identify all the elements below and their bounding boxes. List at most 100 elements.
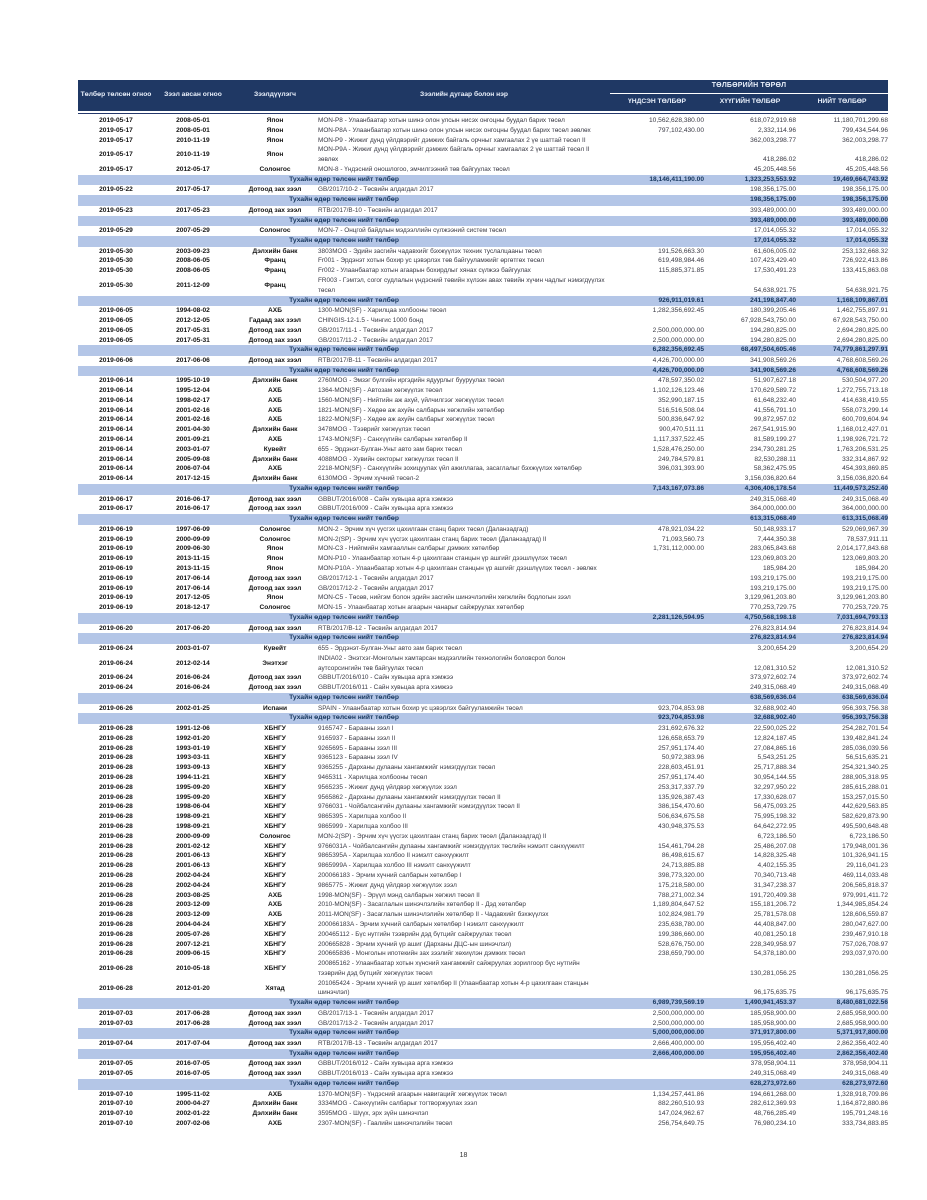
payment-date-cell: 2019-06-19 xyxy=(99,594,133,602)
lender-cell: Дотоод зах зээл xyxy=(248,336,302,344)
loan-name-cell: GB/2017/10-2 - Төсвийн алдагдал 2017 xyxy=(318,186,434,194)
payment-date-cell: 2019-07-03 xyxy=(99,1019,133,1027)
table-row: 2019-05-29 2007-05-29 Солонгос MON-7 - Онцг… xyxy=(78,226,888,236)
total-cell: 3,129,961,203.80 xyxy=(836,594,889,602)
loan-name-cell: 4088MOG - Хувийн секторыг хөгжүүлэх төсө… xyxy=(318,455,459,463)
summary-label: Тухайн өдөр төлсөн нийт төлбөр xyxy=(78,295,610,307)
payment-date-cell: 2019-06-28 xyxy=(99,940,133,948)
payment-date-cell: 2019-06-17 xyxy=(99,505,133,513)
lender-cell: АХБ xyxy=(268,307,282,315)
interest-cell: 67,928,543,750.00 xyxy=(740,316,796,324)
principal-cell: 115,885,371.85 xyxy=(658,267,704,275)
principal-cell xyxy=(610,145,704,165)
total-cell: 133,415,863.08 xyxy=(842,267,889,275)
total-cell: 288,905,318.95 xyxy=(842,773,889,781)
loan-name-cell: 9865395A - Харилцаа холбоо II нэмэлт сан… xyxy=(318,852,469,860)
total-cell: 11,180,701,299.68 xyxy=(833,117,889,124)
total-cell: 1,462,755,897.91 xyxy=(836,307,889,315)
loan-name-cell: MON-2(SP) - Эрчим хүч үүсгэх цахилгаан с… xyxy=(318,535,547,543)
summary-interest-cell: 32,688,902.40 xyxy=(704,713,796,724)
total-cell: 249,315,068.49 xyxy=(842,495,889,503)
total-cell: 45,205,448.56 xyxy=(845,165,889,173)
loan-name-cell: 9265695 - Барааны зээл III xyxy=(318,744,398,752)
loan-date-cell: 2016-06-24 xyxy=(176,674,210,682)
summary-interest-cell: 341,908,569.26 xyxy=(704,365,796,377)
lender-cell: ХБНГУ xyxy=(264,793,286,801)
principal-cell: 24,713,885.88 xyxy=(661,862,704,870)
interest-cell: 27,084,865.16 xyxy=(753,744,796,752)
total-cell: 249,315,068.49 xyxy=(842,684,889,692)
summary-principal-cell: 926,911,019.61 xyxy=(610,295,704,307)
summary-total-cell: 5,371,917,800.00 xyxy=(796,1028,889,1040)
total-cell: 239,467,910.18 xyxy=(842,930,889,938)
payment-date-cell: 2019-06-19 xyxy=(99,535,133,543)
payment-date-cell: 2019-06-14 xyxy=(99,406,133,414)
loan-name-cell: MON-15 - Улаанбаатар хотын агаарын чанар… xyxy=(318,604,525,612)
interest-cell: 61,648,232.40 xyxy=(753,396,796,404)
lender-cell: ХБНГУ xyxy=(264,950,286,958)
total-cell: 285,036,039.56 xyxy=(842,744,889,752)
payment-date-cell: 2019-06-28 xyxy=(99,754,133,762)
loan-name-cell: 9865999A - Харилцаа холбоо III нэмэлт са… xyxy=(318,862,471,870)
payment-date-cell: 2019-06-14 xyxy=(99,465,133,473)
debt-payment-report-page: Төлбөр төлсөн огноо Зээл авсан огноо Зээ… xyxy=(78,80,889,1129)
interest-cell: 17,330,628.07 xyxy=(753,793,796,801)
loan-date-cell: 2008-05-01 xyxy=(176,126,210,134)
loan-name-cell: 200465112 - Бүс нутгийн тээврийн дэд бүт… xyxy=(318,930,512,938)
total-cell: 56,515,635.21 xyxy=(845,754,889,762)
principal-cell: 86,498,615.67 xyxy=(661,852,704,860)
total-cell: 206,565,818.37 xyxy=(842,881,889,889)
table-row: 2019-07-05 2016-07-05 Дотоод зах зээл GBBUT… xyxy=(78,1059,888,1069)
interest-cell: 25,486,207.08 xyxy=(753,842,796,850)
lender-cell: Дэлхийн банк xyxy=(252,475,298,483)
header-divider xyxy=(78,113,889,116)
summary-principal-cell xyxy=(610,1079,704,1090)
summary-label: Тухайн өдөр төлсөн нийт төлбөр xyxy=(78,484,610,495)
principal-cell: 71,093,560.73 xyxy=(661,535,704,543)
payment-date-cell: 2019-06-28 xyxy=(99,881,133,889)
loan-date-cell: 2012-02-14 xyxy=(176,659,210,667)
total-cell: 364,000,000.00 xyxy=(842,505,889,513)
loan-name-cell: RTB/2017/B-13 - Төсвийн алдагдал 2017 xyxy=(318,1040,438,1048)
total-cell: 139,482,841.24 xyxy=(842,734,889,742)
loan-date-cell: 2000-09-09 xyxy=(176,535,210,543)
payments-table: Төлбөр төлсөн огноо Зээл авсан огноо Зээ… xyxy=(78,80,889,1129)
table-row: 2019-06-19 2018-12-17 Солонгос MON-15 - Ула… xyxy=(78,603,888,613)
payment-date-cell: 2019-06-19 xyxy=(99,525,133,533)
lender-cell: АХБ xyxy=(268,436,282,444)
lender-cell: Гадаад зах зээл xyxy=(249,316,301,324)
table-row: 2019-06-28 2007-12-21 ХБНГУ 200665828 - Эрч… xyxy=(78,940,888,950)
interest-cell: 123,069,803.20 xyxy=(750,555,796,563)
total-cell: 54,638,921.75 xyxy=(845,286,889,294)
summary-row: Тухайн өдөр төлсөн нийт төлбөр 18,146,411… xyxy=(78,174,889,186)
payment-date-cell: 2019-06-28 xyxy=(99,842,133,850)
total-cell: 293,037,970.00 xyxy=(842,950,889,958)
lender-cell: ХБНГУ xyxy=(264,920,286,928)
loan-date-cell: 1995-10-19 xyxy=(176,377,210,385)
loan-date-cell: 1998-02-17 xyxy=(176,396,210,404)
loan-date-cell: 2008-06-05 xyxy=(176,267,210,275)
principal-cell xyxy=(610,504,704,514)
payment-date-cell: 2019-06-28 xyxy=(99,822,133,830)
loan-date-cell: 2002-01-25 xyxy=(176,704,210,712)
loan-name-cell: 9865775 - Жижиг дунд үйлдвэр хөгжүүлэх з… xyxy=(318,881,457,889)
lender-cell: АХБ xyxy=(268,406,282,414)
loan-name-cell: 9465311 - Харилцаа холбооны төсөл xyxy=(318,773,428,781)
loan-name-cell: 200665836 - Монголын ипотекийн зах зээли… xyxy=(318,950,526,958)
principal-cell: 430,948,375.53 xyxy=(658,822,704,830)
total-cell: 153,257,015.50 xyxy=(842,793,889,801)
payment-date-cell: 2019-06-28 xyxy=(99,930,133,938)
payment-date-cell: 2019-05-17 xyxy=(99,117,133,124)
table-row: 2019-06-28 1993-09-13 ХБНГУ 9365255 - Дарха… xyxy=(78,763,888,773)
loan-name-cell: 9565235 - Жижиг дунд үйлдвэр хөгжүүлэх з… xyxy=(318,783,457,791)
summary-total-cell: 956,393,756.38 xyxy=(796,713,889,724)
table-row: 2019-06-24 2016-06-24 Дотоод зах зээл GBBUT… xyxy=(78,673,888,683)
payment-date-cell: 2019-06-28 xyxy=(99,803,133,811)
summary-total-cell: 276,823,814.94 xyxy=(796,633,889,644)
table-row: 2019-06-14 2017-12-15 Дэлхийн банк 6130MOG … xyxy=(78,474,888,484)
table-row: 2019-05-17 2010-11-19 Япон MON-P9 - Жижиг д… xyxy=(78,136,888,146)
loan-name-cell: 9165937 - Барааны зээл II xyxy=(318,734,396,742)
interest-cell: 155,181,206.72 xyxy=(750,901,796,909)
interest-cell: 393,489,000.00 xyxy=(750,206,796,214)
table-row: 2019-06-19 2017-06-14 Дотоод зах зээл GB/20… xyxy=(78,574,888,584)
